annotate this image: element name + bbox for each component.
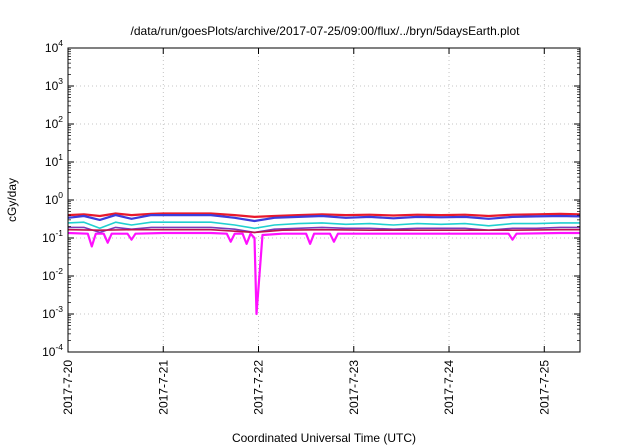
y-axis-label: cGy/day [5,178,19,222]
y-tick-label: 10-3 [42,304,63,321]
y-tick-label: 101 [45,152,63,169]
series-line [67,212,581,218]
x-axis-label: Coordinated Universal Time (UTC) [232,431,416,445]
y-tick-label: 104 [45,38,63,55]
x-tick-label: 2017-7-20 [61,360,75,415]
y-tick-exponent: -3 [55,304,63,314]
y-tick-exponent: -4 [55,342,63,352]
series-line [67,228,580,234]
y-tick-label: 10-1 [42,228,63,245]
series-line [67,214,581,223]
series-line [67,221,580,230]
x-tick-label: 2017-7-22 [252,360,266,415]
y-tick-exponent: 4 [58,38,63,48]
x-tick-label: 2017-7-23 [347,360,361,415]
series-line [67,231,580,316]
x-tick-label: 2017-7-25 [537,360,551,415]
ticks-group: 10-410-310-210-11001011021031042017-7-20… [42,38,580,415]
grid-lines [67,47,580,353]
y-tick-label: 103 [45,76,63,93]
y-tick-label: 102 [45,114,63,131]
chart-title: /data/run/goesPlots/archive/2017-07-25/0… [131,24,521,38]
series-group [67,212,581,316]
y-tick-label: 10-2 [42,266,63,283]
y-tick-exponent: -2 [55,266,63,276]
y-tick-exponent: 2 [58,114,63,124]
y-tick-exponent: 3 [58,76,63,86]
y-tick-exponent: 1 [58,152,63,162]
x-tick-label: 2017-7-24 [442,360,456,415]
y-tick-label: 100 [45,190,63,207]
y-tick-label: 10-4 [42,342,63,359]
x-tick-label: 2017-7-21 [156,360,170,415]
y-tick-exponent: 0 [58,190,63,200]
y-tick-exponent: -1 [55,228,63,238]
